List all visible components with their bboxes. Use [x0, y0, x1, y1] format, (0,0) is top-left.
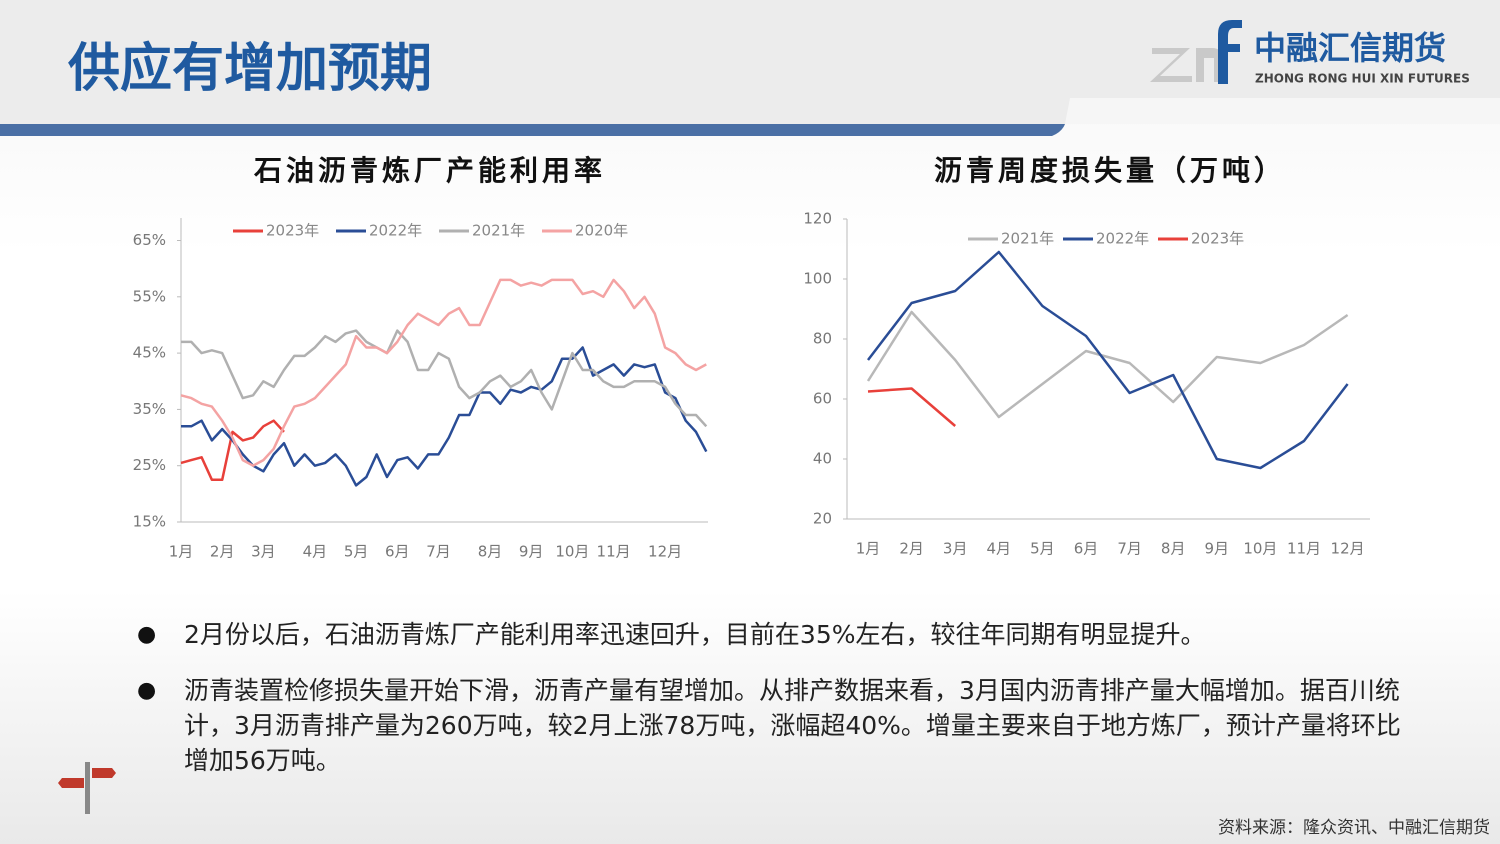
bullet-text: 沥青装置检修损失量开始下滑，沥青产量有望增加。从排产数据来看，3月国内沥青排产量…	[184, 676, 1401, 775]
y-tick-label: 65%	[133, 231, 166, 249]
y-tick-label: 55%	[133, 287, 166, 305]
y-tick-label: 40	[813, 450, 832, 468]
x-tick-label: 9月	[1205, 540, 1230, 558]
x-tick-label: 9月	[519, 543, 544, 561]
x-tick-label: 2月	[210, 543, 235, 561]
series-line	[866, 310, 1349, 419]
x-tick-label: 3月	[251, 543, 276, 561]
legend-label: 2022年	[369, 222, 422, 240]
y-tick-label: 15%	[133, 513, 166, 531]
x-tick-label: 1月	[169, 543, 194, 561]
x-tick-label: 6月	[385, 543, 410, 561]
x-tick-label: 5月	[344, 543, 369, 561]
series-line	[181, 329, 708, 428]
x-tick-label: 12月	[648, 543, 682, 561]
x-tick-label: 10月	[555, 543, 589, 561]
bullet-text: 2月份以后，石油沥青炼厂产能利用率迅速回升，目前在35%左右，较往年同期有明显提…	[184, 620, 1206, 649]
legend-label: 2020年	[575, 222, 628, 240]
y-tick-label: 20	[813, 510, 832, 528]
series-line	[181, 346, 708, 487]
y-tick-label: 120	[803, 210, 832, 228]
x-tick-label: 10月	[1243, 540, 1277, 558]
y-tick-label: 45%	[133, 344, 166, 362]
legend-label: 2022年	[1096, 230, 1149, 248]
x-tick-label: 6月	[1074, 540, 1099, 558]
logo-mark	[1150, 20, 1242, 84]
y-tick-label: 100	[803, 270, 832, 288]
x-tick-label: 2月	[899, 540, 924, 558]
slide-title: 供应有增加预期	[68, 39, 432, 99]
signpost-icon	[58, 762, 116, 814]
x-tick-label: 3月	[943, 540, 968, 558]
legend-label: 2023年	[266, 222, 319, 240]
y-tick-label: 35%	[133, 400, 166, 418]
logo-cn: 中融汇信期货	[1254, 29, 1446, 67]
x-tick-label: 8月	[478, 543, 503, 561]
bullet-dot: ●	[137, 622, 157, 647]
x-tick-label: 5月	[1030, 540, 1055, 558]
x-tick-label: 8月	[1161, 540, 1186, 558]
x-tick-label: 4月	[303, 543, 328, 561]
x-tick-label: 11月	[1287, 540, 1321, 558]
y-tick-label: 25%	[133, 456, 166, 474]
chart-title: 石油沥青炼厂产能利用率	[253, 154, 606, 187]
legend-label: 2021年	[1001, 230, 1054, 248]
y-tick-label: 60	[813, 390, 832, 408]
x-tick-label: 11月	[597, 543, 631, 561]
x-tick-label: 1月	[856, 540, 881, 558]
bullet-dot: ●	[137, 678, 157, 703]
header-band	[0, 124, 1065, 136]
series-line	[180, 278, 707, 467]
x-tick-label: 4月	[987, 540, 1012, 558]
x-tick-label: 7月	[426, 543, 451, 561]
logo-en: ZHONG RONG HUI XIN FUTURES	[1255, 72, 1470, 86]
legend-label: 2021年	[472, 222, 525, 240]
x-tick-label: 7月	[1117, 540, 1142, 558]
header-strip	[1065, 98, 1500, 124]
series-line	[867, 250, 1349, 470]
x-tick-label: 12月	[1331, 540, 1365, 558]
chart-title: 沥青周度损失量（万吨）	[934, 154, 1286, 187]
y-tick-label: 80	[813, 330, 832, 348]
source-note: 资料来源：隆众资讯、中融汇信期货	[1218, 818, 1490, 838]
series-line	[867, 387, 957, 427]
legend-label: 2023年	[1191, 230, 1244, 248]
series-line	[180, 419, 285, 482]
